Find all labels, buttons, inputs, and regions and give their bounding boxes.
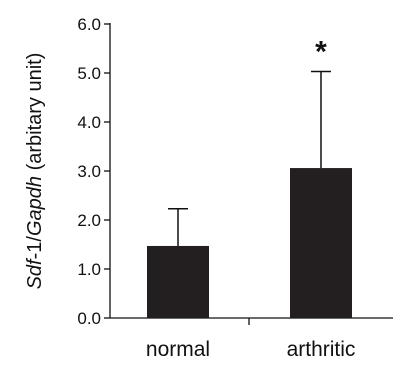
y-tick-label-5: 5.0 [77,64,101,83]
significance-marker: * [315,36,327,69]
y-tick-label-3: 3.0 [77,162,101,181]
x-tick-label-normal: normal [146,338,210,361]
bar-normal [147,245,209,318]
y-axis-label: Sdf-1/Gapdh (arbitary unit) [24,53,46,290]
y-axis-label-part-2: Gapdh [24,176,46,236]
y-axis-label-group: Sdf-1/Gapdh (arbitary unit) [24,53,46,290]
y-tick-label-0: 0.0 [77,309,101,328]
y-ticks: 0.0 1.0 2.0 3.0 4.0 5.0 6.0 [77,15,110,328]
y-tick-label-1: 1.0 [77,260,101,279]
y-axis-label-part-3: (arbitary unit) [24,53,46,176]
y-axis-label-part-0: Sdf [24,257,46,289]
bar-arthritic [290,168,352,318]
y-tick-label-6: 6.0 [77,15,101,34]
y-tick-label-2: 2.0 [77,211,101,230]
x-tick-labels: normal arthritic [146,338,356,361]
error-bars [168,70,331,246]
y-tick-label-4: 4.0 [77,113,101,132]
bars [147,168,352,318]
x-tick-label-arthritic: arthritic [287,338,356,361]
annotations: * [315,36,327,69]
y-axis-label-part-1: -1/ [24,236,46,260]
